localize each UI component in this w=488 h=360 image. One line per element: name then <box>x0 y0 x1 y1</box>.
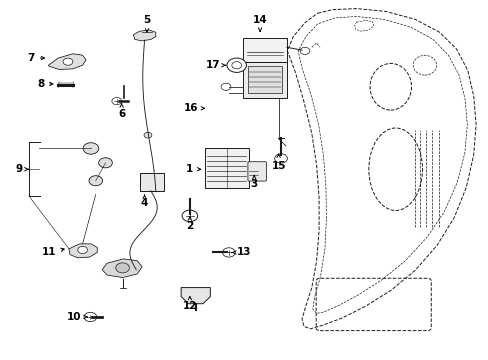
Circle shape <box>144 132 152 138</box>
Circle shape <box>300 47 309 54</box>
Text: 17: 17 <box>205 60 225 70</box>
Text: 2: 2 <box>186 217 193 231</box>
Circle shape <box>222 248 235 257</box>
Text: 13: 13 <box>231 247 251 257</box>
Circle shape <box>63 58 73 65</box>
Text: 16: 16 <box>183 103 204 113</box>
Text: 3: 3 <box>250 175 257 189</box>
Circle shape <box>84 312 97 321</box>
Circle shape <box>274 154 287 163</box>
Text: 11: 11 <box>42 247 64 257</box>
Circle shape <box>89 176 102 186</box>
Text: 6: 6 <box>118 103 125 119</box>
Polygon shape <box>69 244 97 258</box>
Text: 14: 14 <box>252 15 267 31</box>
Polygon shape <box>48 54 86 69</box>
Circle shape <box>226 58 246 72</box>
Text: 10: 10 <box>66 312 87 322</box>
Text: 5: 5 <box>143 15 150 32</box>
Text: 7: 7 <box>27 53 44 63</box>
FancyBboxPatch shape <box>248 66 281 93</box>
Circle shape <box>221 83 230 90</box>
Circle shape <box>182 210 197 222</box>
Circle shape <box>78 246 87 253</box>
Polygon shape <box>181 288 210 304</box>
FancyBboxPatch shape <box>204 148 249 188</box>
FancyBboxPatch shape <box>243 39 286 62</box>
Text: 9: 9 <box>16 164 28 174</box>
Circle shape <box>116 263 129 273</box>
FancyBboxPatch shape <box>140 173 163 192</box>
Polygon shape <box>102 259 142 278</box>
Circle shape <box>83 143 99 154</box>
Text: 8: 8 <box>37 79 53 89</box>
Polygon shape <box>133 30 156 41</box>
Circle shape <box>112 98 122 105</box>
Text: 4: 4 <box>141 195 148 208</box>
FancyBboxPatch shape <box>247 162 266 181</box>
Circle shape <box>99 158 112 168</box>
Text: 15: 15 <box>271 154 285 171</box>
Text: 1: 1 <box>186 164 200 174</box>
Text: 12: 12 <box>182 297 197 311</box>
FancyBboxPatch shape <box>243 62 286 98</box>
